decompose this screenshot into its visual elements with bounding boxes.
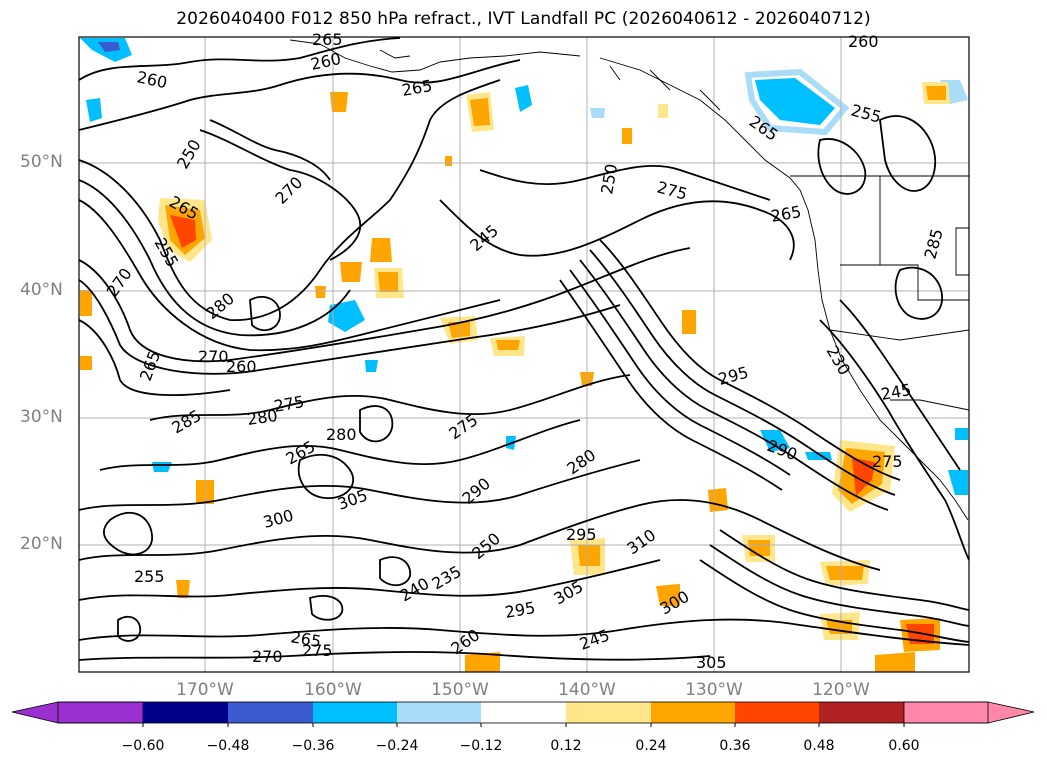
coastlines — [289, 39, 970, 521]
colorbar-tick-label: −0.36 — [291, 738, 335, 754]
graticule — [79, 37, 969, 672]
contour-label: 270 — [252, 647, 283, 666]
contour-label: 295 — [566, 525, 597, 544]
lat-label: 50°N — [20, 152, 63, 172]
lon-label: 150°W — [431, 680, 489, 700]
colorbar-tick-label: 0.24 — [635, 738, 667, 754]
colorbar-tick-label: 0.12 — [550, 738, 582, 754]
contour-label: 260 — [848, 32, 879, 51]
contour-label: 280 — [246, 406, 279, 429]
contour-label: 305 — [696, 653, 727, 672]
colorbar-segment — [313, 702, 397, 723]
colorbar-segment — [397, 702, 481, 723]
colorbar-tick-label: 0.48 — [803, 738, 835, 754]
contour-lines — [78, 37, 970, 661]
lon-label: 140°W — [558, 680, 616, 700]
lat-label: 20°N — [20, 534, 63, 554]
colorbar-segment — [651, 702, 735, 723]
lon-label: 120°W — [812, 680, 870, 700]
colorbar-segment — [735, 702, 819, 723]
colorbar-segment — [566, 702, 651, 723]
contour-label: 275 — [302, 641, 333, 660]
colorbar-tick-label: 0.36 — [719, 738, 751, 754]
lon-label: 170°W — [176, 680, 234, 700]
lon-label: 130°W — [685, 680, 743, 700]
colorbar-segment — [481, 702, 566, 723]
colorbar-extend-high — [903, 701, 1035, 724]
map-frame — [78, 36, 970, 673]
colorbar-extend-low — [11, 701, 144, 724]
colorbar-tick-label: −0.60 — [121, 738, 165, 754]
map-title: 2026040400 F012 850 hPa refract., IVT La… — [176, 9, 871, 29]
colorbar — [11, 701, 1035, 727]
colorbar-segment — [228, 702, 313, 723]
colorbar-tick-label: 0.60 — [888, 738, 920, 754]
lat-label: 40°N — [20, 280, 63, 300]
lon-label: 160°W — [304, 680, 362, 700]
contour-label: 265 — [312, 30, 343, 49]
colorbar-segment — [143, 702, 228, 723]
contour-label: 260 — [226, 357, 257, 376]
colorbar-tick-label: −0.12 — [459, 738, 503, 754]
lat-label: 30°N — [20, 407, 63, 427]
contour-label: 255 — [134, 567, 165, 586]
contour-label: 280 — [326, 425, 357, 444]
colorbar-segment — [819, 702, 904, 723]
contour-label: 270 — [198, 347, 229, 366]
colorbar-tick-label: −0.24 — [375, 738, 419, 754]
colorbar-tick-label: −0.48 — [206, 738, 250, 754]
contour-label: 275 — [872, 452, 903, 471]
